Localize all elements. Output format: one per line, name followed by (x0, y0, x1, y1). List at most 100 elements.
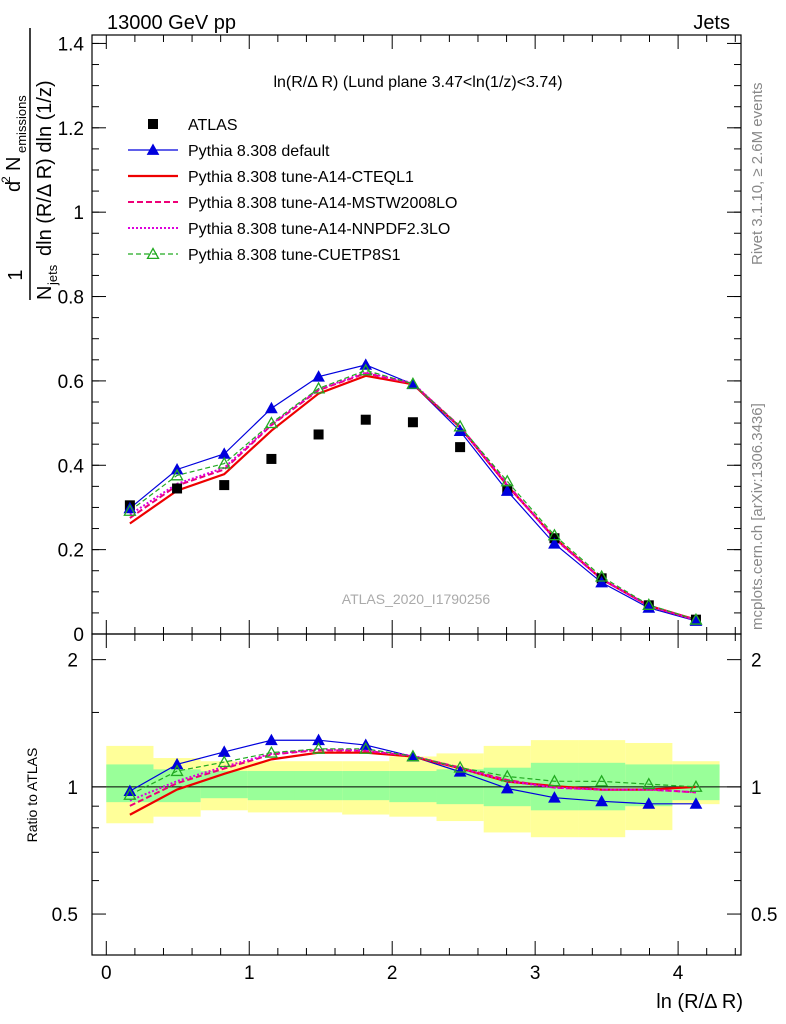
series-marker-0 (500, 484, 514, 496)
ratio-marker-0 (265, 733, 278, 746)
x-tick-label: 2 (387, 963, 398, 984)
ratio-y-tick-label: 1 (67, 778, 78, 799)
x-tick-label: 1 (244, 963, 255, 984)
ylabel-numerator-n: N (3, 157, 25, 171)
legend-label-0: Pythia 8.308 default (188, 143, 330, 160)
main-y-tick-label: 0.2 (58, 541, 84, 562)
ratio-marker-0 (453, 765, 467, 777)
series-marker-4 (689, 612, 703, 625)
series-marker-4 (406, 377, 420, 389)
ratio-marker-4 (642, 777, 656, 790)
series-marker-4 (453, 419, 467, 432)
ratio-band-inner (106, 764, 154, 803)
atlas-point (219, 480, 230, 491)
legend-entry-0: Pythia 8.308 default (128, 143, 330, 160)
series-marker-4 (217, 456, 231, 469)
main-y-tick-label: 0.4 (58, 456, 85, 477)
main-y-tick-label: 1.4 (58, 34, 85, 55)
main-title: ln(R/Δ R) (Lund plane 3.47<ln(1/z)<3.74) (273, 74, 562, 91)
series-marker-4 (547, 528, 562, 541)
main-y-tick-label: 0.6 (58, 372, 84, 393)
legend-label-2: Pythia 8.308 tune-A14-MSTW2008LO (188, 195, 457, 212)
ylabel-denominator-rest: dln (R/Δ R) dln (1/z) (34, 80, 56, 256)
ratio-y-tick-label-right: 0.5 (751, 905, 777, 926)
ratio-marker-4 (453, 760, 467, 773)
series-marker-0 (312, 370, 325, 382)
legend-label-1: Pythia 8.308 tune-A14-CTEQL1 (188, 169, 414, 186)
atlas-point (455, 442, 466, 453)
header-left: 13000 GeV pp (107, 12, 236, 34)
legend-label-atlas: ATLAS (188, 117, 238, 134)
ylabel-numerator-one: 1 (5, 269, 27, 280)
ratio-band-inner (247, 771, 295, 801)
ratio-frame (91, 633, 742, 956)
ylabel-numerator-sub: emissions (14, 95, 29, 153)
series-marker-0 (595, 576, 608, 588)
ratio-marker-4 (311, 741, 326, 754)
watermark: ATLAS_2020_I1790256 (342, 591, 491, 607)
ratio-y-tick-label-right: 1 (751, 778, 762, 799)
series-marker-4 (170, 468, 184, 481)
series-line-1 (129, 374, 697, 621)
ylabel-numerator-d: d (3, 181, 25, 192)
atlas-point (266, 453, 277, 464)
main-ylabel: 1 d 2 N emissions N jets dln (R/Δ R) dln… (0, 28, 60, 300)
atlas-point (407, 417, 418, 428)
x-tick-label: 3 (530, 963, 541, 984)
main-y-tick-label: 0 (73, 625, 84, 646)
ratio-marker-4 (264, 745, 279, 758)
ratio-marker-0 (689, 797, 703, 809)
x-tick-label: 4 (673, 963, 684, 984)
series-marker-4 (123, 503, 137, 516)
series-line-4 (129, 369, 697, 621)
main-plot: 0 0.2 0.4 0.6 0.8 1 1.2 1.4 (58, 34, 742, 646)
legend-label-4: Pythia 8.308 tune-CUETP8S1 (188, 247, 401, 264)
ratio-marker-0 (500, 781, 514, 794)
ratio-marker-4 (500, 769, 514, 782)
ratio-marker-0 (642, 797, 656, 809)
ratio-y-tick-label: 0.5 (52, 905, 78, 926)
ratio-marker-0 (595, 794, 608, 807)
ratio-marker-0 (548, 791, 561, 803)
legend-marker-0 (146, 143, 160, 155)
ratio-marker-4 (170, 764, 184, 777)
ratio-marker-0 (170, 757, 184, 770)
series-marker-4 (264, 416, 279, 429)
ylabel-denominator-n: N (34, 286, 56, 300)
ratio-marker-4 (595, 774, 609, 787)
atlas-point (172, 483, 183, 494)
series-marker-4 (642, 598, 656, 610)
legend-entry-1: Pythia 8.308 tune-A14-CTEQL1 (128, 169, 414, 186)
ratio-plot: 0.5 0.5 1 1 2 2 0 1 2 3 4 (52, 633, 777, 984)
ratio-band-inner (342, 771, 390, 801)
ratio-marker-4 (217, 755, 231, 768)
series-marker-4 (500, 474, 514, 487)
ratio-band-inner (294, 771, 343, 801)
legend-entry-3: Pythia 8.308 tune-A14-NNPDF2.3LO (128, 221, 450, 238)
ylabel-numerator-sup: 2 (0, 176, 13, 183)
atlas-point (360, 414, 371, 425)
ylabel-denominator-sub: jets (45, 264, 60, 286)
ratio-marker-4 (547, 774, 562, 787)
series-marker-0 (265, 401, 278, 414)
ratio-y-tick-label: 2 (67, 651, 78, 672)
ratio-y-tick-label-right: 2 (751, 651, 762, 672)
ratio-marker-4 (406, 749, 420, 762)
legend-entry-4: Pythia 8.308 tune-CUETP8S1 (128, 247, 401, 264)
x-axis-label: ln (R/Δ R) (656, 991, 743, 1013)
main-y-tick-label: 1 (73, 203, 84, 224)
ratio-marker-4 (123, 788, 137, 800)
series-marker-4 (311, 381, 326, 394)
side-label-bottom: mcplots.cern.ch [arXiv:1306.3436] (749, 403, 766, 630)
legend-entry-2: Pythia 8.308 tune-A14-MSTW2008LO (128, 195, 457, 212)
ratio-marker-4 (359, 741, 373, 754)
series-marker-4 (359, 363, 373, 376)
main-y-tick-label: 0.8 (58, 288, 84, 309)
series-marker-4 (595, 569, 609, 582)
legend-marker-atlas (148, 119, 158, 129)
header-right: Jets (693, 12, 730, 34)
ratio-band-inner (200, 771, 248, 799)
legend-marker-4 (146, 247, 160, 260)
series-line-2 (129, 372, 697, 622)
